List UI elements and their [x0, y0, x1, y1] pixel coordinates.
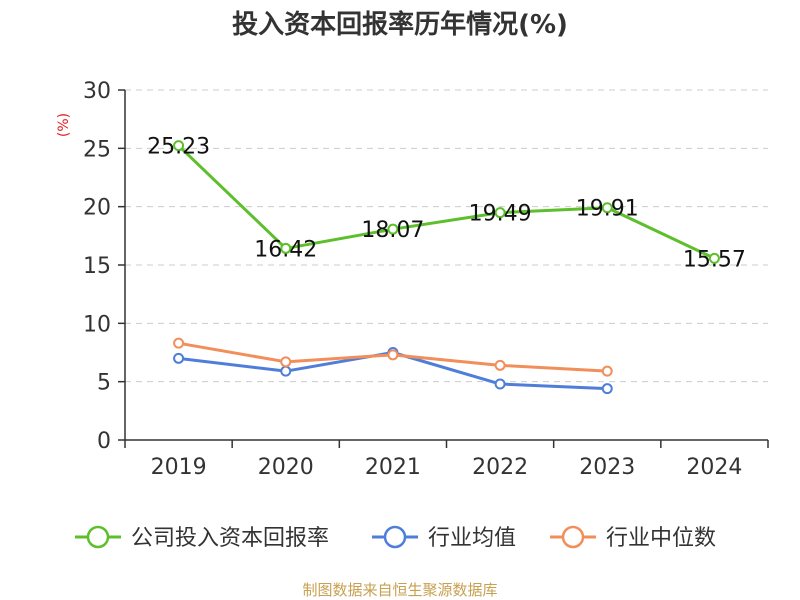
y-tick-label: 15: [83, 254, 111, 279]
axes: 0 5 10 15 20 25 30 2019 2020 2021 2022 2023 2024: [83, 79, 769, 480]
legend-label: 行业均值: [428, 526, 516, 551]
data-point: [173, 140, 185, 152]
y-tick-label: 5: [97, 371, 111, 396]
data-label: 19.91: [576, 197, 639, 222]
data-labels: 25.23 16.42 18.07 19.49 19.91 15.57: [147, 135, 746, 273]
x-tick-label: 2019: [151, 455, 207, 480]
data-point: [280, 242, 292, 254]
legend: 公司投入资本回报率 行业均值 行业中位数: [75, 525, 716, 551]
data-point: [494, 378, 506, 390]
series-2: [173, 337, 613, 377]
y-tick-label: 30: [83, 79, 111, 104]
legend-label: 公司投入资本回报率: [131, 526, 329, 551]
legend-label: 行业中位数: [606, 526, 716, 551]
legend-item: 公司投入资本回报率: [75, 525, 329, 551]
x-tick-label: 2021: [365, 455, 421, 480]
data-point: [601, 365, 613, 377]
y-axis-label: (%): [56, 113, 72, 137]
legend-item: 行业均值: [372, 525, 516, 551]
y-tick-label: 0: [97, 429, 111, 454]
x-tick-label: 2024: [686, 455, 742, 480]
x-tick-label: 2020: [258, 455, 314, 480]
chart-title: 投入资本回报率历年情况(%): [232, 9, 568, 40]
x-tick-label: 2023: [579, 455, 635, 480]
data-label: 18.07: [361, 218, 424, 243]
y-tick-label: 20: [83, 196, 111, 221]
data-point: [387, 349, 399, 361]
data-point: [601, 383, 613, 395]
series-layer: [173, 140, 720, 395]
series-line: [177, 144, 716, 260]
legend-marker: [383, 525, 407, 549]
data-point: [280, 365, 292, 377]
data-label: 16.42: [254, 237, 317, 262]
data-point: [494, 359, 506, 371]
grid-lines: [125, 89, 768, 383]
data-point: [280, 356, 292, 368]
data-point: [387, 223, 399, 235]
series-0: [173, 140, 720, 264]
data-point: [494, 207, 506, 219]
legend-marker: [86, 525, 110, 549]
legend-item: 行业中位数: [550, 525, 716, 551]
data-point: [708, 252, 720, 264]
source-note: 制图数据来自恒生聚源数据库: [302, 581, 497, 599]
data-label: 19.49: [469, 202, 532, 227]
data-point: [173, 337, 185, 349]
x-tick-label: 2022: [472, 455, 528, 480]
data-label: 25.23: [147, 135, 210, 160]
legend-marker: [561, 525, 585, 549]
y-tick-label: 25: [83, 137, 111, 162]
data-point: [173, 352, 185, 364]
data-point: [601, 202, 613, 214]
y-tick-label: 10: [83, 312, 111, 337]
data-label: 15.57: [683, 247, 746, 272]
